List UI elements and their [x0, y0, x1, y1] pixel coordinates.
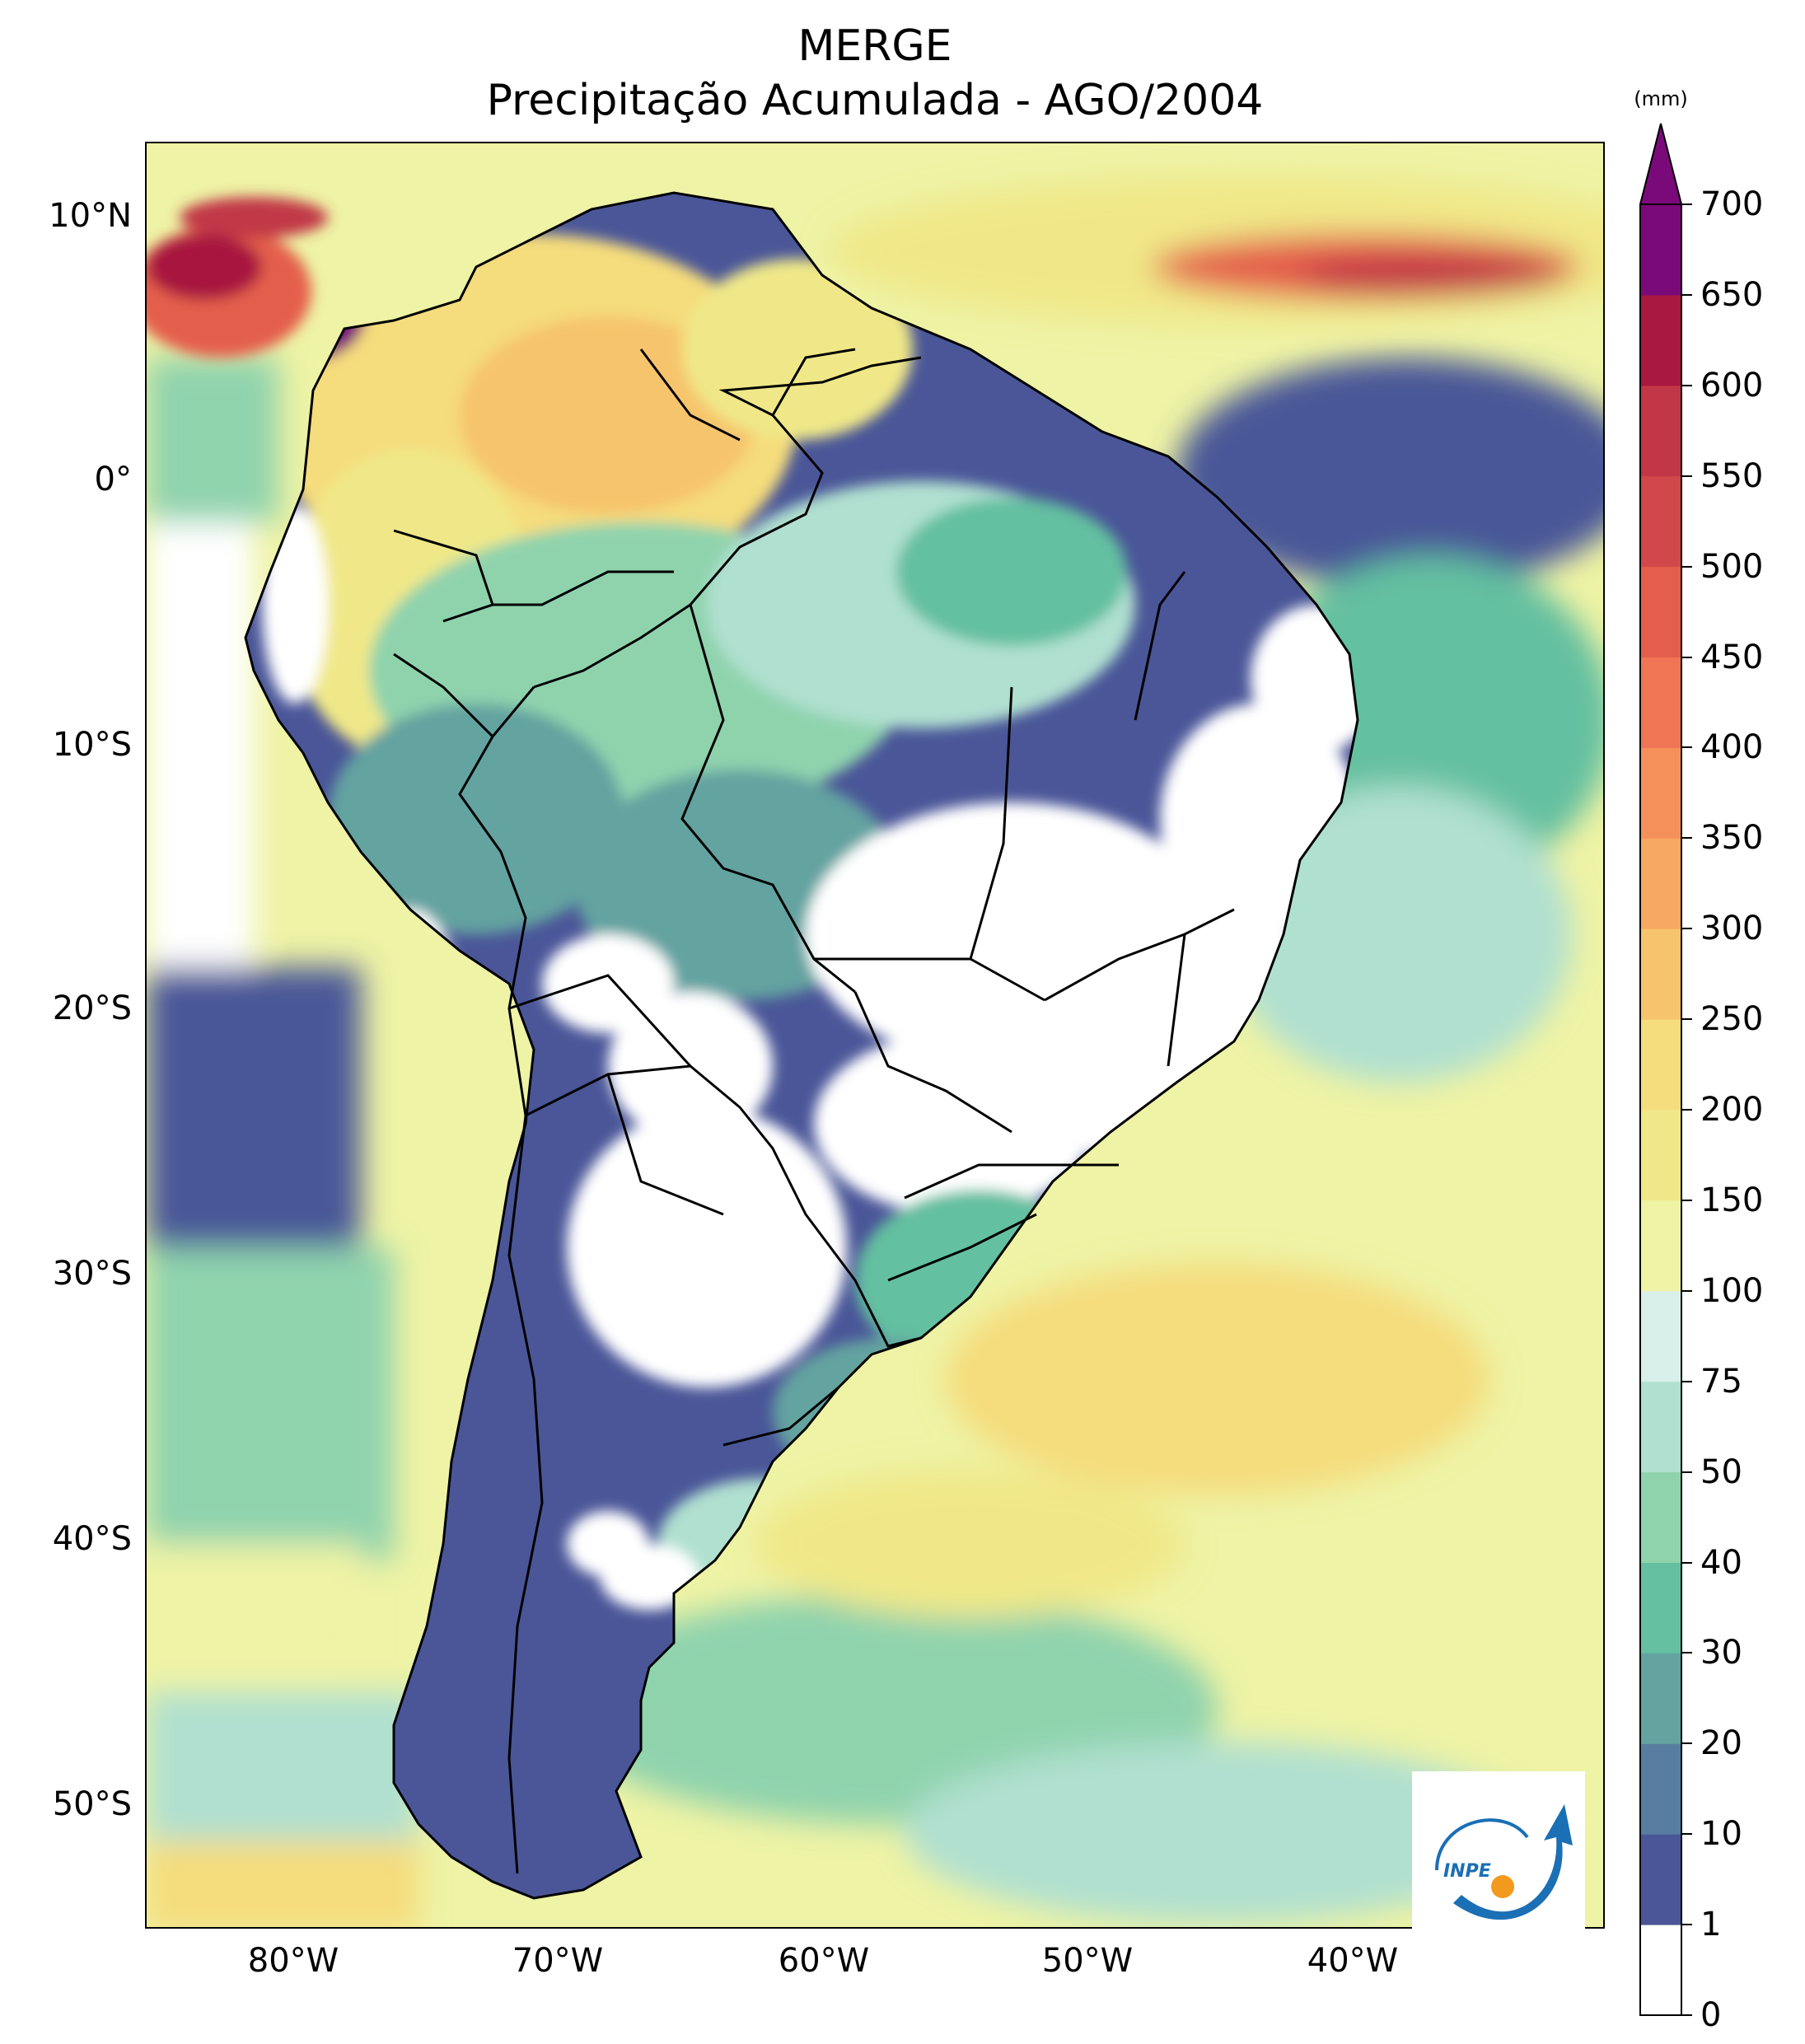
colorbar-band [1640, 1290, 1681, 1382]
colorbar-label: 500 [1700, 547, 1764, 586]
colorbar-band [1640, 1925, 1681, 2016]
svg-text:INPE: INPE [1443, 1861, 1491, 1882]
colorbar-band [1640, 475, 1681, 568]
lon-tick-80w: 80°W [247, 1942, 339, 1980]
colorbar-label: 75 [1700, 1362, 1742, 1401]
colorbar-tick [1682, 656, 1692, 658]
colorbar-tick [1682, 565, 1692, 568]
precipitation-map [145, 142, 1605, 1929]
lon-tick-40w: 40°W [1307, 1942, 1399, 1980]
colorbar-tick [1682, 1109, 1692, 1111]
colorbar-tick [1682, 2014, 1692, 2016]
colorbar-tick [1682, 293, 1692, 296]
colorbar-band [1640, 385, 1681, 477]
colorbar-tick [1682, 1018, 1692, 1021]
colorbar-label: 30 [1700, 1634, 1742, 1672]
lat-tick-50s: 50°S [52, 1785, 132, 1823]
colorbar-label: 150 [1700, 1181, 1764, 1219]
colorbar-label: 250 [1700, 1000, 1764, 1039]
colorbar-tick [1682, 837, 1692, 840]
colorbar-band [1640, 1562, 1681, 1653]
inpe-logo: INPE [1412, 1771, 1585, 1944]
interior-borders [507, 974, 724, 1874]
colorbar-label: 200 [1700, 1091, 1764, 1129]
colorbar-label: 550 [1700, 456, 1764, 495]
pacific-heavy-rain [147, 197, 328, 358]
colorbar-band [1640, 1200, 1681, 1292]
lat-tick-0: 0° [94, 461, 132, 498]
colorbar-unit: (mm) [1634, 87, 1688, 110]
colorbar-label: 700 [1700, 185, 1764, 223]
lat-tick-30s: 30°S [52, 1255, 132, 1293]
colorbar-label: 1 [1700, 1906, 1722, 1944]
colorbar-band [1640, 1110, 1681, 1201]
lat-tick-20s: 20°S [52, 989, 132, 1027]
colorbar-label: 350 [1700, 819, 1764, 858]
lon-tick-70w: 70°W [512, 1942, 604, 1980]
colorbar-label: 400 [1700, 728, 1764, 767]
colorbar-band [1640, 566, 1681, 657]
lon-tick-50w: 50°W [1041, 1942, 1134, 1980]
colorbar-frame [1639, 203, 1682, 2016]
colorbar-band [1640, 657, 1681, 748]
lat-tick-40s: 40°S [52, 1520, 132, 1558]
colorbar-band [1640, 747, 1681, 839]
colorbar-label: 600 [1700, 366, 1764, 405]
colorbar-tick [1682, 1471, 1692, 1473]
colorbar-tick [1682, 1561, 1692, 1564]
colorbar-label: 450 [1700, 638, 1764, 676]
colorbar-band [1640, 1471, 1681, 1563]
colorbar-tick [1682, 384, 1692, 386]
colorbar-extend-arrow [1639, 123, 1682, 205]
map-title: MERGE [797, 21, 952, 71]
colorbar-tick [1682, 475, 1692, 477]
colorbar-tick [1682, 1742, 1692, 1745]
colorbar-tick [1682, 928, 1692, 930]
colorbar-tick [1682, 203, 1692, 205]
colorbar-label: 100 [1700, 1271, 1764, 1310]
colorbar-tick [1682, 1652, 1692, 1654]
colorbar-band [1640, 1743, 1681, 1835]
colorbar-tick [1682, 1924, 1692, 1926]
colorbar-label: 0 [1700, 1996, 1722, 2034]
lat-tick-10n: 10°N [49, 197, 132, 235]
colorbar-tick [1682, 1833, 1692, 1836]
colorbar [1639, 123, 1682, 2016]
colorbar-label: 40 [1700, 1543, 1742, 1582]
colorbar-tick [1682, 1289, 1692, 1292]
colorbar-label: 300 [1700, 910, 1764, 948]
colorbar-tick [1682, 746, 1692, 749]
colorbar-band [1640, 1653, 1681, 1744]
colorbar-band [1640, 1019, 1681, 1111]
colorbar-band [1640, 928, 1681, 1020]
lon-tick-60w: 60°W [778, 1942, 870, 1980]
map-canvas [147, 143, 1603, 1927]
colorbar-label: 650 [1700, 275, 1764, 314]
colorbar-band [1640, 838, 1681, 929]
colorbar-label: 50 [1700, 1452, 1742, 1491]
colorbar-band [1640, 1381, 1681, 1473]
colorbar-band [1640, 1834, 1681, 1925]
colorbar-label: 10 [1700, 1815, 1742, 1854]
lat-tick-10s: 10°S [52, 726, 132, 764]
colorbar-band [1640, 294, 1681, 386]
colorbar-tick [1682, 1199, 1692, 1201]
map-subtitle: Precipitação Acumulada - AGO/2004 [486, 76, 1264, 125]
ocean-precip-bands [147, 176, 1603, 1927]
colorbar-label: 20 [1700, 1724, 1742, 1763]
colorbar-band [1640, 204, 1681, 296]
inpe-logo-graphic: INPE [1435, 1804, 1573, 1920]
colorbar-tick [1682, 1380, 1692, 1382]
